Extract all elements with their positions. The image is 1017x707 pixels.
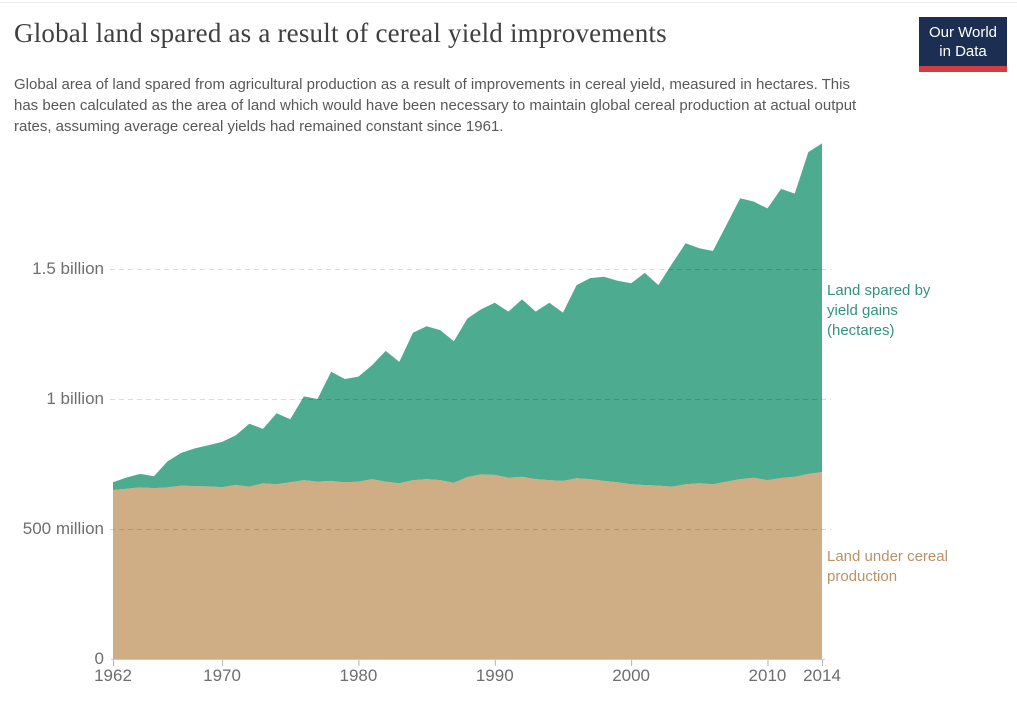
x-axis-label: 2010 xyxy=(748,666,787,685)
y-axis-label: 1 billion xyxy=(46,389,104,408)
chart-title: Global land spared as a result of cereal… xyxy=(14,18,667,48)
x-axis-label: 1990 xyxy=(475,666,514,685)
area-land-spared xyxy=(113,143,822,491)
logo-line-2: in Data xyxy=(939,43,987,60)
x-axis-label: 2000 xyxy=(612,666,651,685)
logo-line-1: Our World xyxy=(928,24,998,41)
x-axis-label: 1970 xyxy=(203,666,241,685)
series-label-production: Land under cereal production xyxy=(827,548,948,585)
y-axis-label: 1.5 billion xyxy=(32,259,104,278)
x-axis-label: 2014 xyxy=(803,666,841,685)
top-divider xyxy=(0,2,1017,3)
chart-subtitle: Global area of land spared from agricult… xyxy=(14,76,857,135)
x-axis xyxy=(111,659,825,666)
series-label-spared: Land spared by yield gains (hectares) xyxy=(827,282,931,339)
area-land-production xyxy=(113,472,822,659)
x-axis-label: 1962 xyxy=(94,666,132,685)
gridlines xyxy=(110,269,831,530)
y-axis-label: 500 million xyxy=(22,519,104,538)
y-axis-label: 0 xyxy=(94,649,104,668)
owid-logo: Our World in Data xyxy=(919,17,1007,72)
x-axis-label: 1980 xyxy=(339,666,378,685)
